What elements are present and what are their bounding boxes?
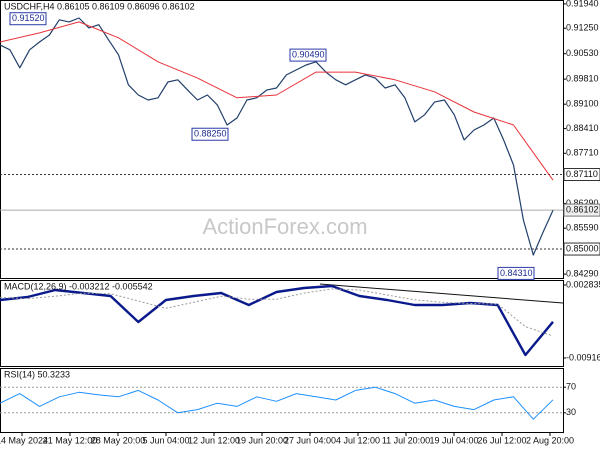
annotation-box bbox=[289, 48, 327, 62]
x-tick-label: 14 May 2024 bbox=[0, 435, 48, 445]
annotation-label: 0.91520 bbox=[12, 13, 45, 23]
y-tick-label: 0.91940 bbox=[566, 0, 599, 8]
current-price-label: 0.86102 bbox=[566, 204, 599, 214]
x-tick-label: 28 May 20:00 bbox=[91, 435, 146, 445]
y-tick-label: 0.89810 bbox=[566, 74, 599, 84]
x-tick-label: 21 May 12:00 bbox=[43, 435, 98, 445]
y-tick-label: 0.90530 bbox=[566, 48, 599, 58]
current-price-box bbox=[563, 203, 600, 217]
level-box bbox=[563, 242, 600, 256]
y-tick-label: 0.88410 bbox=[566, 123, 599, 133]
annotation-box bbox=[191, 127, 229, 141]
y-tick-label: 0.91250 bbox=[566, 23, 599, 33]
y-tick-label: 0.002835 bbox=[566, 279, 600, 289]
x-tick-label: 5 Jun 04:00 bbox=[142, 435, 189, 445]
x-tick-label: 12 Jun 12:00 bbox=[188, 435, 240, 445]
level-label: 0.87110 bbox=[566, 169, 598, 179]
series-line bbox=[0, 284, 554, 357]
x-tick-label: 2 Aug 20:00 bbox=[526, 435, 574, 445]
series-line bbox=[0, 21, 554, 181]
y-tick-label: 30 bbox=[566, 407, 576, 417]
y-tick-label: 0.86290 bbox=[566, 198, 599, 208]
series-line bbox=[0, 386, 554, 420]
y-tick-label: 70 bbox=[566, 382, 576, 392]
macd-trendline bbox=[319, 283, 564, 304]
y-tick-label: 0.84290 bbox=[566, 268, 599, 278]
panel-title: RSI(14) 50.3233 bbox=[4, 369, 70, 379]
annotation-label: 0.90490 bbox=[292, 49, 325, 59]
watermark: ActionForex.com bbox=[202, 214, 367, 239]
y-tick-label: 0.89100 bbox=[566, 99, 599, 109]
x-tick-label: 26 Jul 12:00 bbox=[477, 435, 526, 445]
panel-title: USDCHF,H4 0.86105 0.86109 0.86096 0.8610… bbox=[4, 1, 195, 11]
y-tick-label: 0.87710 bbox=[566, 148, 599, 158]
series-line bbox=[0, 288, 554, 337]
level-label: 0.85000 bbox=[566, 243, 599, 253]
x-tick-label: 4 Jul 12:00 bbox=[336, 435, 380, 445]
x-tick-label: 11 Jul 20:00 bbox=[382, 435, 430, 445]
annotation-label: 0.88250 bbox=[194, 129, 227, 139]
x-tick-label: 27 Jun 04:00 bbox=[284, 435, 336, 445]
annotation-label: 0.84310 bbox=[500, 268, 533, 278]
annotation-box bbox=[9, 12, 47, 26]
y-tick-label: -0.009161 bbox=[566, 352, 600, 362]
panel-title: MACD(12,26,9) -0.003212 -0.005542 bbox=[4, 281, 153, 291]
annotation-box bbox=[497, 266, 535, 280]
x-tick-label: 19 Jun 20:00 bbox=[236, 435, 288, 445]
x-tick-label: 19 Jul 04:00 bbox=[429, 435, 478, 445]
level-box bbox=[563, 168, 600, 182]
y-tick-label: 0.85590 bbox=[566, 223, 599, 233]
